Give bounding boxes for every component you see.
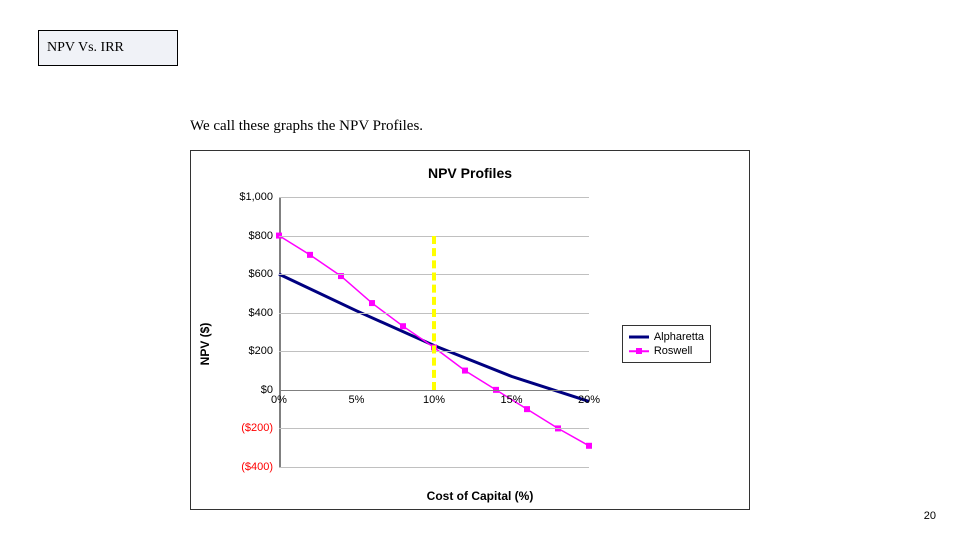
npv-profiles-chart: NPV Profiles NPV ($) Cost of Capital (%)… <box>190 150 750 510</box>
x-tick-label: 15% <box>500 390 522 406</box>
gridline <box>279 467 589 468</box>
y-axis-label: NPV ($) <box>198 323 212 366</box>
page-number: 20 <box>924 510 936 522</box>
x-tick-label: 0% <box>271 390 287 406</box>
x-tick-label: 10% <box>423 390 445 406</box>
legend-item: Alpharetta <box>629 330 704 344</box>
chart-caption: We call these graphs the NPV Profiles. <box>190 118 423 135</box>
chart-title: NPV Profiles <box>191 165 749 181</box>
legend-swatch <box>629 332 649 342</box>
y-tick-label: $400 <box>249 307 279 319</box>
y-tick-label: $600 <box>249 268 279 280</box>
chart-legend: Alpharetta Roswell <box>622 325 711 363</box>
y-tick-label: $200 <box>249 345 279 357</box>
legend-swatch <box>629 346 649 356</box>
x-axis-label: Cost of Capital (%) <box>427 489 534 503</box>
y-tick-label: ($200) <box>241 422 279 434</box>
series-marker <box>400 323 406 329</box>
series-marker <box>307 252 313 258</box>
gridline <box>279 428 589 429</box>
series-marker <box>369 300 375 306</box>
gridline <box>279 197 589 198</box>
slide-header-text: NPV Vs. IRR <box>47 40 124 56</box>
slide-header-box: NPV Vs. IRR <box>38 30 178 66</box>
series-marker <box>586 443 592 449</box>
y-tick-label: $1,000 <box>239 191 279 203</box>
y-tick-label: $800 <box>249 230 279 242</box>
legend-item: Roswell <box>629 344 704 358</box>
plot-container: NPV ($) Cost of Capital (%) $1,000$800$6… <box>221 189 739 499</box>
x-tick-label: 5% <box>349 390 365 406</box>
series-marker <box>524 406 530 412</box>
legend-label: Roswell <box>654 345 693 357</box>
series-marker <box>462 368 468 374</box>
x-tick-label: 20% <box>578 390 600 406</box>
y-tick-label: ($400) <box>241 461 279 473</box>
crossover-dash-line <box>432 236 436 390</box>
legend-label: Alpharetta <box>654 331 704 343</box>
plot-area: $1,000$800$600$400$200$0($200)($400)0%5%… <box>279 197 589 467</box>
